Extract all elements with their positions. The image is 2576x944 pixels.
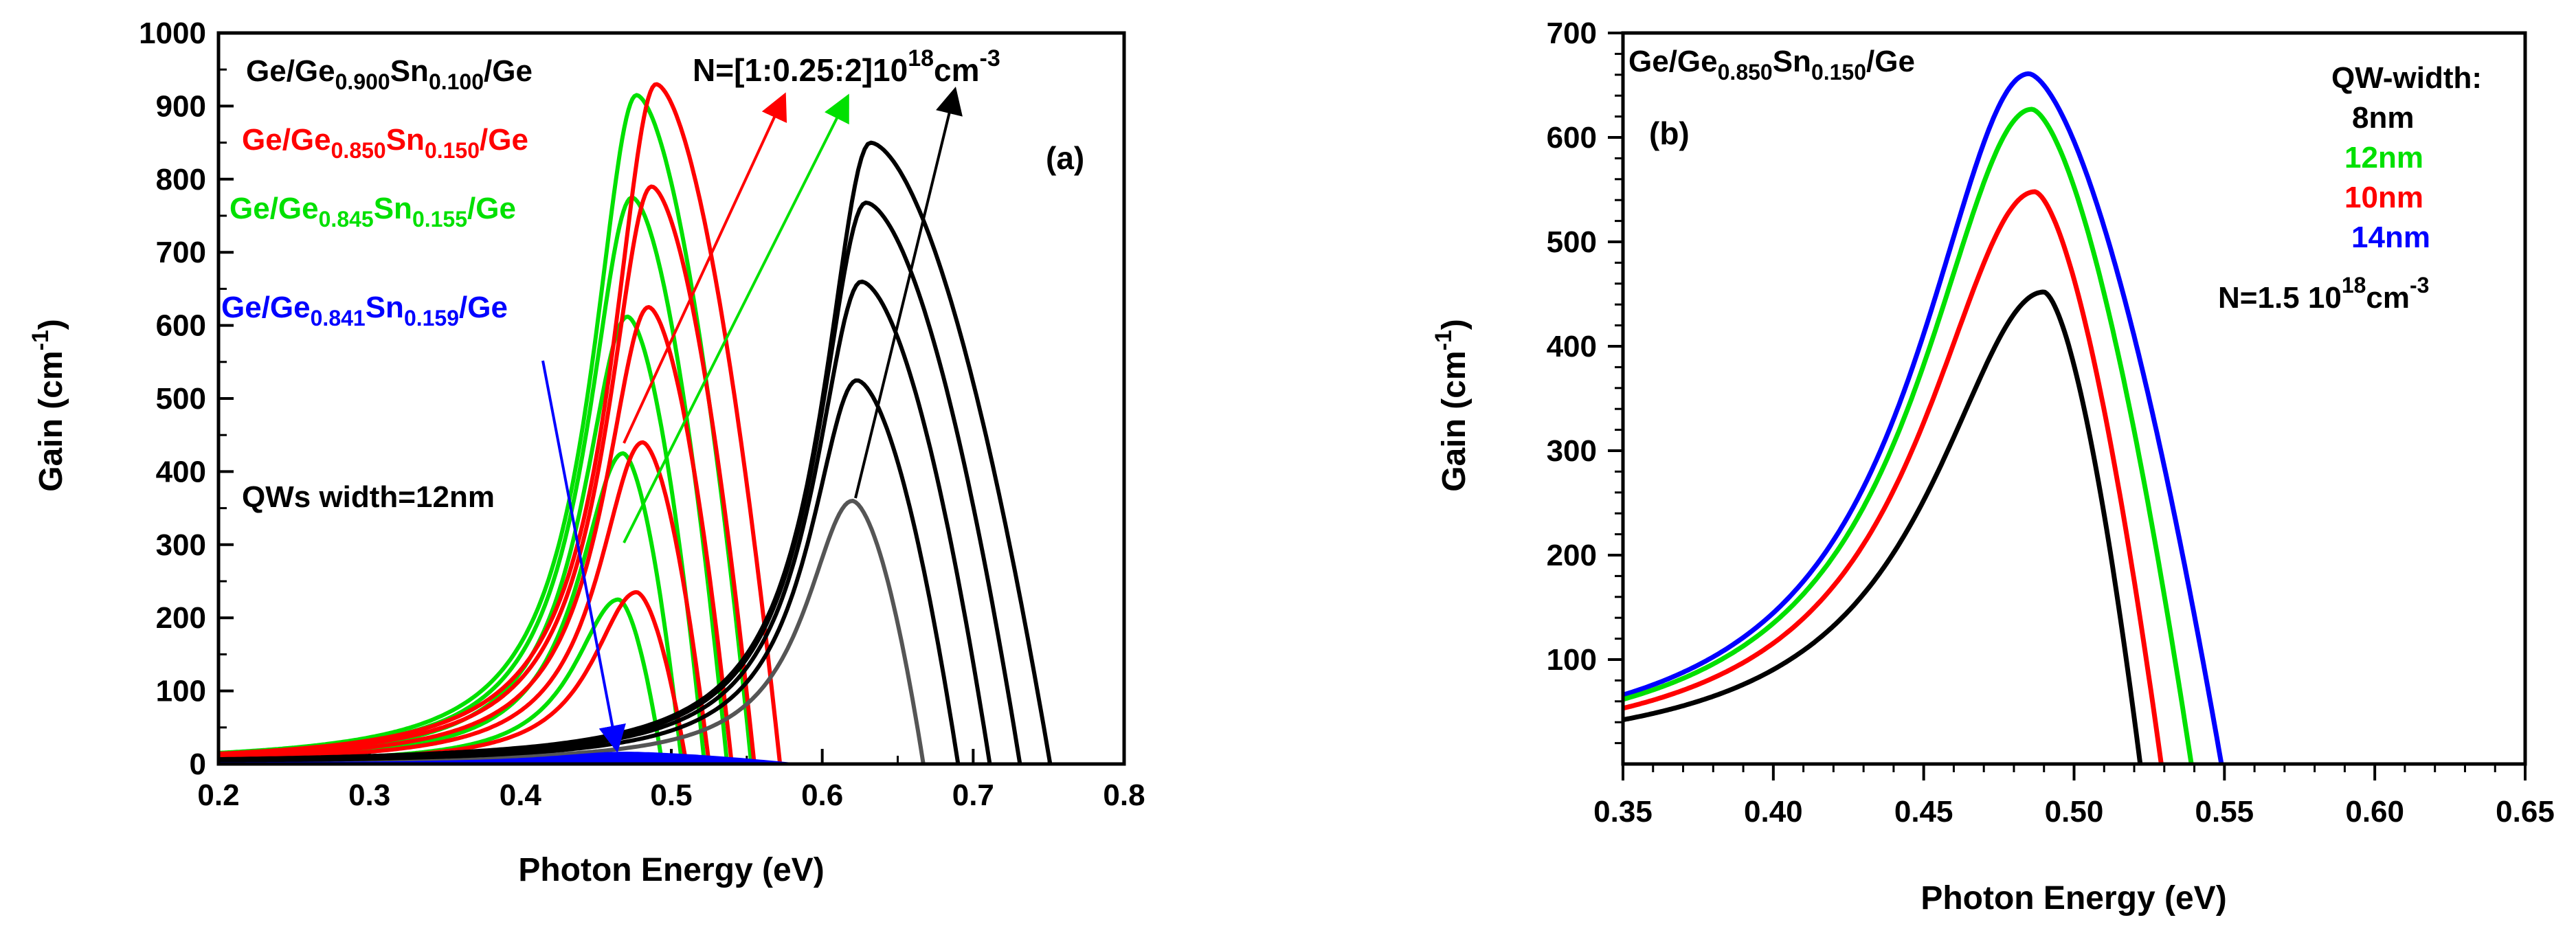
panel-b-x-tick-label: 0.50 [2045, 795, 2104, 829]
panel-b-plot-frame [1621, 31, 2527, 766]
curve-qw-14nm [1622, 71, 2224, 765]
chart-panel-a: 0.2 0.3 0.4 0.5 0.6 0.7 0.8 0 100 200 300 400 500 60… [27, 16, 1145, 888]
panel-b-density-annotation: N=1.5 1018cm-3 [2218, 273, 2429, 315]
panel-b-x-tick-label: 0.40 [1744, 795, 1803, 829]
panel-a-x-tick-label: 0.8 [1103, 778, 1145, 812]
legend-ge0850-label: Ge/Ge0.850Sn0.150/Ge [242, 123, 528, 163]
panel-a-y-axis-label: Gain (cm-1) [27, 319, 69, 492]
panel-b-label: (b) [1649, 115, 1690, 151]
curve-qw-10nm [1622, 189, 2164, 765]
panel-b-x-axis-label: Photon Energy (eV) [1920, 880, 2226, 917]
panel-a-density-annotation: N=[1:0.25:2]1018cm-3 [693, 45, 1000, 88]
panel-b-y-tick-label: 600 [1547, 121, 1597, 155]
panel-a-arrow-green [623, 93, 849, 543]
panel-b-x-tick-label: 0.65 [2496, 795, 2555, 829]
legend-ge0845-label: Ge/Ge0.845Sn0.155/Ge [229, 192, 516, 232]
panel-a-y-tick-labels: 0 100 200 300 400 500 600 700 800 900 1000 [139, 16, 206, 781]
panel-b-x-tick-label: 0.35 [1593, 795, 1653, 829]
panel-b-y-tick-label: 100 [1547, 643, 1597, 677]
panel-a-x-axis-label: Photon Energy (eV) [518, 852, 824, 888]
panel-a-y-tick-label: 200 [156, 601, 206, 635]
panel-b-x-tick-labels: 0.35 0.40 0.45 0.50 0.55 0.60 0.65 [1593, 795, 2555, 829]
legend-ge0841-label: Ge/Ge0.841Sn0.159/Ge [221, 291, 508, 330]
panel-a-curves [217, 82, 1053, 765]
panel-b-y-tick-label: 200 [1547, 539, 1597, 572]
panel-b-y-axis-label: Gain (cm-1) [1431, 319, 1472, 492]
curve-gege0900sn0100ge-3 [218, 279, 992, 765]
legend-14nm-label: 14nm [2351, 221, 2430, 254]
panel-a-x-tick-label: 0.3 [348, 778, 390, 812]
curve-gege0900sn0100ge-5 [218, 140, 1053, 765]
curve-gege0850sn0150ge-3 [218, 305, 734, 765]
legend-10nm-label: 10nm [2344, 181, 2423, 214]
panel-a-y-tick-label: 300 [156, 528, 206, 562]
panel-b-x-tick-label: 0.55 [2195, 795, 2254, 829]
chart-panel-b: 0.35 0.40 0.45 0.50 0.55 0.60 0.65 100 200 300 40… [1431, 16, 2555, 917]
legend-12nm-label: 12nm [2344, 141, 2423, 175]
panel-a-arrow-red [623, 92, 787, 444]
panel-a-plot-frame [216, 31, 1126, 766]
panel-a-y-tick-label: 600 [156, 309, 206, 343]
panel-b-y-tick-label: 300 [1547, 434, 1597, 468]
panel-a-x-tick-label: 0.4 [500, 778, 542, 812]
panel-b-x-tick-label: 0.45 [1894, 795, 1953, 829]
panel-a-x-tick-label: 0.5 [650, 778, 692, 812]
panel-a-y-tick-label: 1000 [139, 16, 206, 50]
panel-a-y-tick-label: 500 [156, 382, 206, 416]
panel-a-x-tick-label: 0.7 [952, 778, 994, 812]
panel-a-x-tick-labels: 0.2 0.3 0.4 0.5 0.6 0.7 0.8 [197, 778, 1145, 812]
panel-a-y-tick-label: 800 [156, 163, 206, 196]
curve-gege0850sn0150ge-5 [218, 82, 783, 765]
curve-gege0850sn0150ge-4 [218, 184, 757, 765]
panel-a-arrow-black [854, 87, 963, 499]
panel-a-arrow-blue [541, 360, 626, 753]
panel-b-title: Ge/Ge0.850Sn0.150/Ge [1628, 45, 1915, 85]
curve-gege0900sn0100ge-2 [219, 378, 961, 765]
panel-b-y-tick-label: 700 [1547, 16, 1597, 50]
curve-gege0845sn0155ge-3 [218, 314, 707, 765]
curve-qw-8nm [1622, 289, 2143, 765]
panel-a-y-tick-label: 700 [156, 236, 206, 269]
panel-a-y-tick-label: 900 [156, 89, 206, 123]
panel-b-y-tick-labels: 100 200 300 400 500 600 700 [1547, 16, 1597, 677]
panel-b-y-tick-label: 400 [1547, 330, 1597, 363]
panel-a-y-tick-label: 0 [190, 748, 206, 781]
legend-8nm-label: 8nm [2352, 101, 2414, 135]
panel-a-width-annotation: QWs width=12nm [242, 480, 495, 514]
panel-b-x-tick-label: 0.60 [2345, 795, 2404, 829]
curve-gege0900sn0100ge-1 [219, 499, 926, 765]
legend-ge0900-label: Ge/Ge0.900Sn0.100/Ge [246, 54, 533, 94]
panel-a-y-tick-label: 100 [156, 675, 206, 708]
panel-a-y-tick-label: 400 [156, 455, 206, 488]
panel-a-label: (a) [1046, 140, 1084, 176]
panel-a-x-tick-label: 0.2 [197, 778, 239, 812]
panel-a-x-tick-label: 0.6 [801, 778, 843, 812]
legend-title: QW-width: [2331, 61, 2482, 95]
panel-b-curves [1622, 71, 2224, 765]
panel-b-y-tick-label: 500 [1547, 225, 1597, 259]
curve-qw-12nm [1622, 106, 2194, 765]
